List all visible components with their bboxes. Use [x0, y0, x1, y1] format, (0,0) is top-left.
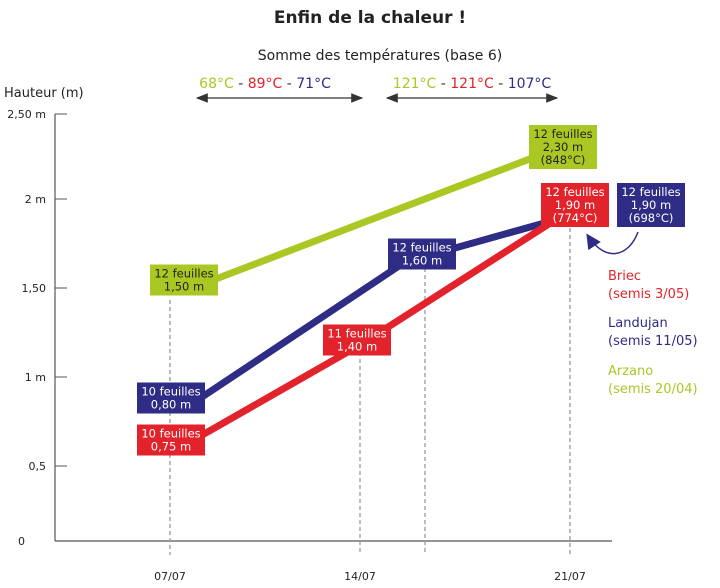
data-label: 0,80 m: [151, 398, 191, 412]
data-label: (698°C): [629, 211, 674, 225]
x-tick-label: 07/07: [154, 570, 186, 583]
data-label: 12 feuilles: [621, 185, 680, 199]
temperature-value: 121°C: [393, 76, 437, 92]
data-label: 12 feuilles: [545, 185, 604, 199]
data-label: 12 feuilles: [533, 127, 592, 141]
legend-arzano: (semis 20/04): [608, 382, 698, 397]
data-label: 2,30 m: [543, 140, 583, 154]
temperature-value: 71°C: [296, 76, 331, 92]
data-label: 1,90 m: [631, 198, 671, 212]
series-line-arzano: [198, 151, 542, 289]
temperature-value: 107°C: [508, 76, 552, 92]
data-label: 11 feuilles: [327, 327, 386, 341]
y-tick-label: 0: [18, 535, 25, 548]
y-tick-label: 0,5: [29, 460, 47, 473]
temperature-value: 121°C: [450, 76, 494, 92]
y-tick-label: 2 m: [25, 193, 46, 206]
y-tick-label: 1,50: [22, 282, 47, 295]
data-label-box: [388, 238, 456, 270]
data-label: 1,60 m: [402, 254, 442, 268]
chart-subtitle: Somme des températures (base 6): [258, 48, 502, 64]
chart-title: Enfin de la chaleur !: [274, 8, 466, 28]
legend-landujan: Landujan: [608, 316, 668, 331]
y-tick-label: 1 m: [25, 371, 46, 384]
data-label: 1,90 m: [555, 198, 595, 212]
data-label: 0,75 m: [151, 440, 191, 454]
data-label-box: [137, 424, 205, 456]
data-label-box: [541, 183, 609, 227]
data-label-box: [150, 264, 218, 296]
temperature-value: 68°C: [199, 76, 234, 92]
x-tick-label: 21/07: [554, 570, 586, 583]
series-line-landujan: [188, 218, 549, 408]
legend-landujan: (semis 11/05): [608, 334, 698, 349]
data-label-box: [323, 324, 391, 356]
temperature-period: 121°C - 121°C - 107°C: [393, 76, 552, 92]
data-label-box: [529, 125, 597, 169]
data-label: (774°C): [553, 211, 598, 225]
data-label: 12 feuilles: [154, 267, 213, 281]
data-label: 10 feuilles: [141, 385, 200, 399]
temperature-period: 68°C - 89°C - 71°C: [199, 76, 331, 92]
data-label: 12 feuilles: [392, 241, 451, 255]
legend-briec: (semis 3/05): [608, 287, 689, 302]
data-label: 1,50 m: [164, 280, 204, 294]
y-axis-label: Hauteur (m): [4, 86, 84, 101]
y-tick-label: 2,50 m: [7, 108, 46, 121]
data-label-box: [137, 382, 205, 414]
legend-briec: Briec: [608, 269, 641, 284]
data-label: 1,40 m: [337, 340, 377, 354]
data-label-box: [617, 183, 685, 227]
data-label: 10 feuilles: [141, 427, 200, 441]
temperature-value: 89°C: [248, 76, 283, 92]
x-tick-label: 14/07: [344, 570, 376, 583]
curved-arrow-icon: [586, 231, 639, 255]
legend-arzano: Arzano: [608, 364, 653, 379]
data-label: (848°C): [541, 153, 586, 167]
